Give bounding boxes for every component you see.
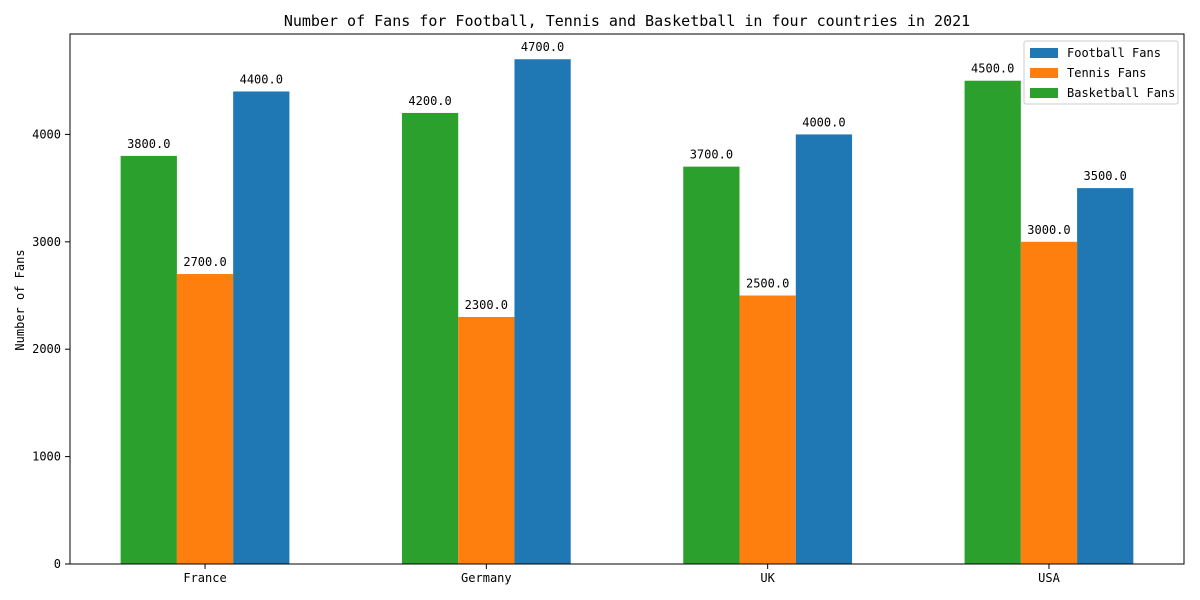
bar-value-label: 4000.0	[802, 115, 845, 129]
y-tick-label: 0	[54, 557, 61, 571]
legend-label: Football Fans	[1067, 46, 1161, 60]
legend-swatch-basketball-fans	[1030, 88, 1058, 98]
plot-frame	[69, 33, 1185, 565]
bar-football-fans-uk	[795, 134, 853, 565]
bar-basketball-fans-germany	[401, 112, 459, 564]
bar-value-label: 3700.0	[690, 148, 733, 162]
y-axis-label: Number of Fans	[13, 249, 27, 350]
bar-basketball-fans-usa	[964, 80, 1021, 564]
bar-value-label: 3500.0	[1084, 169, 1127, 183]
chart-title: Number of Fans for Football, Tennis and …	[284, 12, 970, 30]
legend-label: Tennis Fans	[1067, 66, 1146, 80]
legend-swatch-football-fans	[1030, 48, 1058, 58]
bar-basketball-fans-uk	[683, 166, 740, 564]
x-tick-label: UK	[760, 571, 775, 585]
bar-value-label: 2300.0	[465, 298, 508, 312]
legend: Football Fans Tennis Fans Basketball Fans	[1023, 40, 1179, 105]
y-tick-label: 3000	[32, 235, 61, 249]
x-tick-label: USA	[1038, 571, 1060, 585]
y-tick-label: 1000	[32, 450, 61, 464]
legend-swatch-tennis-fans	[1030, 68, 1058, 78]
bar-tennis-fans-germany	[458, 316, 515, 564]
bar-labels-group: 3800.0 4200.0 3700.0 4500.0 2700.0 2300.0 2500…	[127, 40, 1127, 312]
y-ticks-group: 0 1000 2000 3000 4000	[32, 127, 70, 571]
bar-value-label: 3000.0	[1027, 223, 1070, 237]
bars-group	[120, 59, 1134, 565]
bar-football-fans-usa	[1077, 188, 1134, 565]
legend-label: Basketball Fans	[1067, 86, 1175, 100]
bar-basketball-fans-france	[120, 155, 177, 564]
y-tick-label: 4000	[32, 127, 61, 141]
bar-tennis-fans-uk	[739, 295, 796, 564]
bar-football-fans-france	[233, 91, 290, 565]
bar-value-label: 2700.0	[183, 255, 226, 269]
bar-tennis-fans-france	[176, 274, 234, 564]
x-tick-label: Germany	[461, 571, 512, 585]
x-tick-label: France	[183, 571, 226, 585]
bar-value-label: 3800.0	[127, 137, 170, 151]
bar-value-label: 4700.0	[521, 40, 564, 54]
bar-value-label: 4500.0	[971, 62, 1014, 76]
x-ticks-group: France Germany UK USA	[183, 564, 1061, 585]
y-tick-label: 2000	[32, 342, 61, 356]
bar-tennis-fans-usa	[1020, 241, 1078, 564]
legend-box	[1023, 40, 1179, 105]
bar-value-label: 4200.0	[408, 94, 451, 108]
bar-value-label: 2500.0	[746, 277, 789, 291]
bar-value-label: 4400.0	[240, 72, 283, 86]
bar-football-fans-germany	[514, 59, 571, 565]
